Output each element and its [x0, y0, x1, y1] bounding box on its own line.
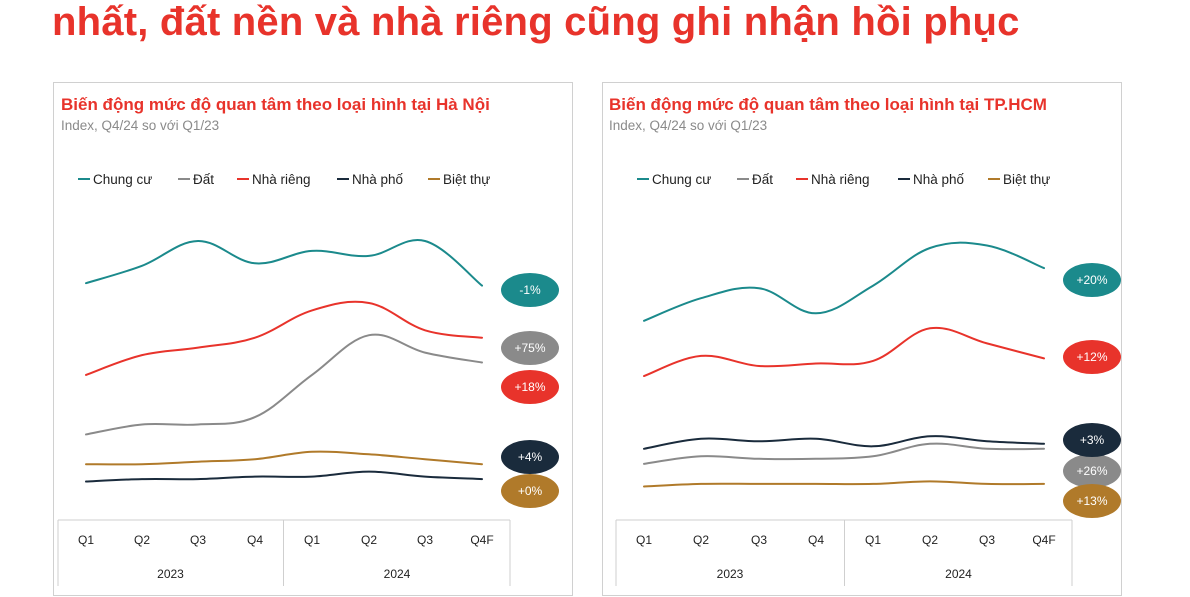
chart-legend: Chung cư Đất Nhà riêng Nhà phố Biệt thự: [78, 172, 490, 187]
x-axis: Q1 Q2 Q3 Q4 Q1 Q2 Q3 Q4F 2023 2024: [57, 519, 511, 586]
series-line-nha-pho: [643, 435, 1045, 450]
x-tick-label: Q3: [417, 533, 433, 547]
x-year-label: 2024: [384, 567, 411, 581]
badge-label: +26%: [1076, 464, 1107, 478]
badge-shape: [501, 474, 559, 508]
series-line-nha-pho: [85, 470, 483, 483]
badge-layer: -1% +75% +18% +4% +0%: [501, 273, 559, 508]
series-line-nha-rieng: [643, 326, 1045, 378]
legend-label-nha-rieng: Nhà riêng: [811, 172, 870, 187]
page-headline: nhất, đất nền và nhà riêng cũng ghi nhận…: [52, 0, 1020, 44]
badge-shape: [1063, 340, 1121, 374]
badge-shape: [501, 440, 559, 474]
badge-label: +12%: [1076, 350, 1107, 364]
legend-label-dat: Đất: [752, 172, 773, 187]
series-layer: [85, 239, 483, 483]
chart-ha-noi: Biến động mức độ quan tâm theo loại hình…: [57, 95, 559, 586]
end-badge-nha-pho: +4%: [501, 440, 559, 474]
legend-label-nha-pho: Nhà phố: [352, 172, 404, 187]
legend-label-biet-thu: Biệt thự: [1003, 172, 1050, 187]
legend-label-biet-thu: Biệt thự: [443, 172, 490, 187]
x-tick-label: Q4: [808, 533, 824, 547]
x-tick-label: Q2: [134, 533, 150, 547]
x-tick-label: Q2: [922, 533, 938, 547]
series-line-dat: [85, 333, 483, 436]
badge-shape: [1063, 263, 1121, 297]
x-year-label: 2023: [717, 567, 744, 581]
badge-shape: [1063, 484, 1121, 518]
end-badge-nha-rieng: +12%: [1063, 340, 1121, 374]
chart-title: Biến động mức độ quan tâm theo loại hình…: [609, 95, 1047, 114]
series-line-biet-thu: [85, 450, 483, 466]
badge-label: +20%: [1076, 273, 1107, 287]
badge-shape: [1063, 454, 1121, 488]
badge-layer: +20% +26% +12% +3% +13%: [1063, 263, 1121, 518]
badge-label: +13%: [1076, 494, 1107, 508]
badge-shape: [501, 370, 559, 404]
badge-shape: [501, 273, 559, 307]
badge-label: +75%: [514, 341, 545, 355]
legend-label-chung-cu: Chung cư: [652, 172, 711, 187]
x-axis: Q1 Q2 Q3 Q4 Q1 Q2 Q3 Q4F 2023 2024: [615, 519, 1073, 586]
x-tick-label: Q4F: [470, 533, 493, 547]
badge-label: +0%: [518, 484, 543, 498]
legend-label-nha-pho: Nhà phố: [913, 172, 965, 187]
end-badge-dat: +26%: [1063, 454, 1121, 488]
badge-label: +4%: [518, 450, 543, 464]
series-line-chung-cu: [643, 241, 1045, 322]
badge-shape: [501, 331, 559, 365]
legend-label-nha-rieng: Nhà riêng: [252, 172, 311, 187]
x-tick-label: Q1: [304, 533, 320, 547]
chart-subtitle: Index, Q4/24 so với Q1/23: [609, 118, 767, 133]
x-tick-label: Q1: [78, 533, 94, 547]
x-year-label: 2024: [945, 567, 972, 581]
badge-shape: [1063, 423, 1121, 457]
chart-subtitle: Index, Q4/24 so với Q1/23: [61, 118, 219, 133]
end-badge-chung-cu: -1%: [501, 273, 559, 307]
x-tick-label: Q3: [190, 533, 206, 547]
x-tick-label: Q1: [636, 533, 652, 547]
x-tick-label: Q4: [247, 533, 263, 547]
x-tick-label: Q3: [751, 533, 767, 547]
series-line-dat: [643, 442, 1045, 465]
chart-tp-hcm: Biến động mức độ quan tâm theo loại hình…: [609, 95, 1121, 586]
legend-label-chung-cu: Chung cư: [93, 172, 152, 187]
x-tick-label: Q1: [865, 533, 881, 547]
chart-title: Biến động mức độ quan tâm theo loại hình…: [61, 95, 490, 114]
x-tick-label: Q2: [693, 533, 709, 547]
x-year-label: 2023: [157, 567, 184, 581]
series-line-chung-cu: [85, 239, 483, 287]
x-tick-label: Q4F: [1032, 533, 1055, 547]
badge-label: +3%: [1080, 433, 1105, 447]
series-line-biet-thu: [643, 480, 1045, 488]
series-layer: [643, 241, 1045, 488]
chart-panel-tp-hcm: Biến động mức độ quan tâm theo loại hình…: [602, 82, 1122, 596]
x-tick-label: Q2: [361, 533, 377, 547]
x-tick-label: Q3: [979, 533, 995, 547]
badge-label: -1%: [519, 283, 541, 297]
legend-label-dat: Đất: [193, 172, 214, 187]
series-line-nha-rieng: [85, 300, 483, 376]
end-badge-chung-cu: +20%: [1063, 263, 1121, 297]
end-badge-nha-rieng: +18%: [501, 370, 559, 404]
end-badge-dat: +75%: [501, 331, 559, 365]
chart-panel-ha-noi: Biến động mức độ quan tâm theo loại hình…: [53, 82, 573, 596]
end-badge-biet-thu: +0%: [501, 474, 559, 508]
badge-label: +18%: [514, 380, 545, 394]
chart-legend: Chung cư Đất Nhà riêng Nhà phố Biệt thự: [637, 172, 1050, 187]
end-badge-nha-pho: +3%: [1063, 423, 1121, 457]
end-badge-biet-thu: +13%: [1063, 484, 1121, 518]
